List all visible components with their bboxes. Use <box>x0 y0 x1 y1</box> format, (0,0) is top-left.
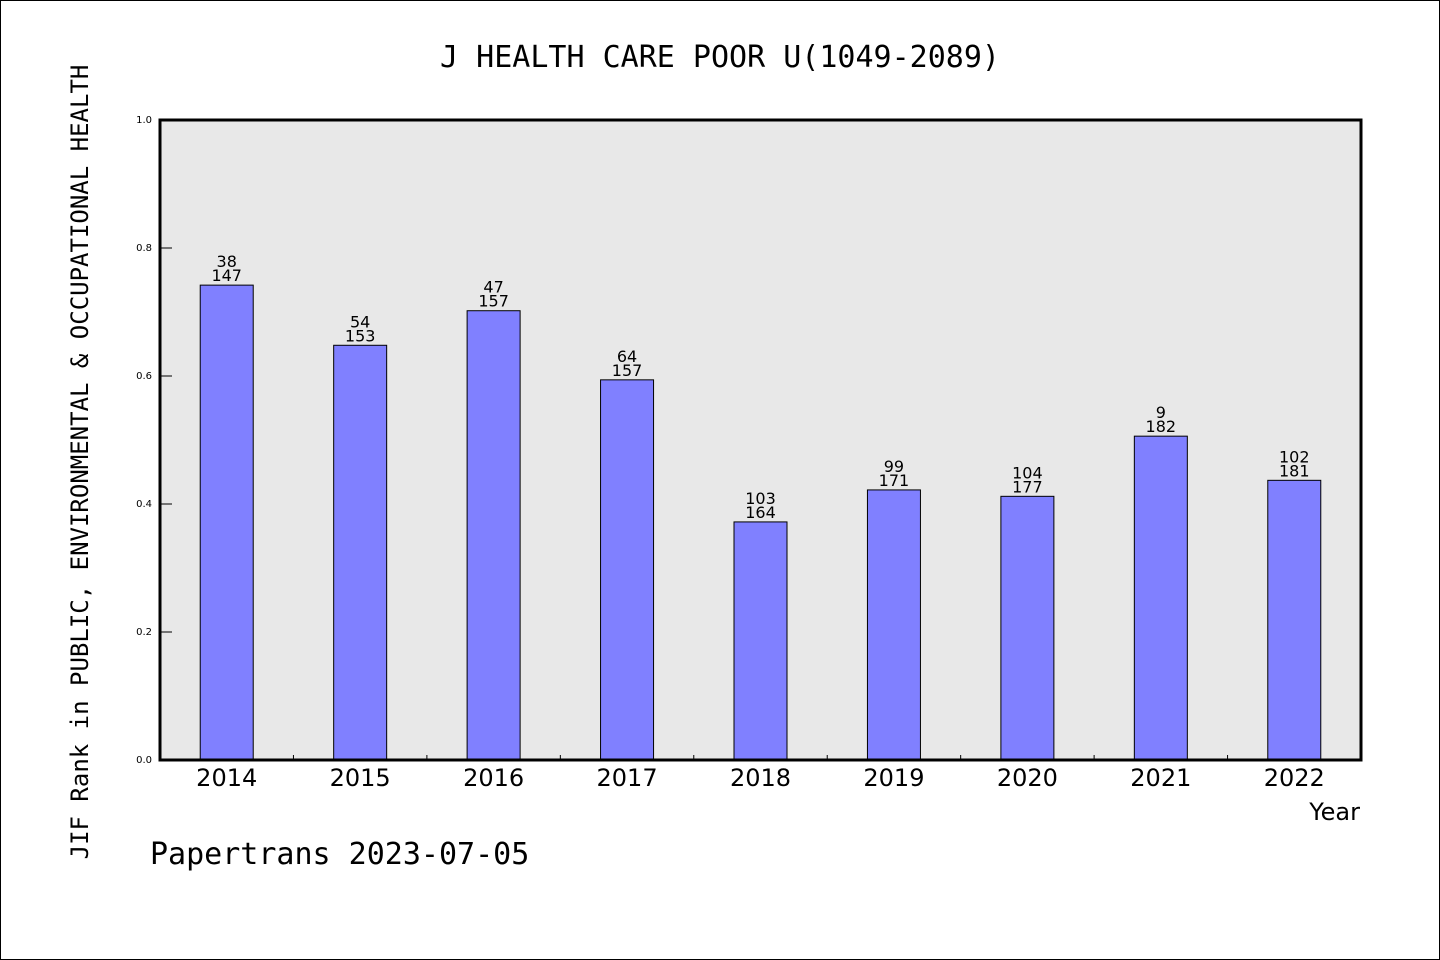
x-tick-label: 2014 <box>196 764 257 792</box>
bar-label-total: 171 <box>879 471 910 490</box>
x-tick-label: 2019 <box>863 764 924 792</box>
x-tick-label: 2021 <box>1130 764 1191 792</box>
bar-label-total: 177 <box>1012 477 1043 496</box>
x-tick-label: 2016 <box>463 764 524 792</box>
x-tick-label: 2015 <box>330 764 391 792</box>
bar-2015 <box>333 344 388 761</box>
y-tick-label: 0.0 <box>136 755 152 766</box>
bar-2016 <box>466 310 521 761</box>
chart-title: J HEALTH CARE POOR U(1049-2089) <box>440 40 1000 75</box>
plot-border <box>158 118 1363 762</box>
y-tick-label: 0.6 <box>136 371 152 382</box>
bar-label-rank: 104 <box>1012 463 1043 482</box>
bar-2018 <box>733 521 788 761</box>
bar-label-rank: 38 <box>217 252 237 271</box>
x-tick-label: 2020 <box>997 764 1058 792</box>
footer-credit: Papertrans 2023-07-05 <box>150 837 529 872</box>
bar-2017 <box>600 379 655 761</box>
bar-label-rank: 102 <box>1279 447 1310 466</box>
bar-label-total: 164 <box>745 503 776 522</box>
bar-label-rank: 9 <box>1156 403 1166 422</box>
bar-label-total: 157 <box>478 292 509 311</box>
y-tick-label: 0.8 <box>136 243 152 254</box>
bar-2021 <box>1133 435 1188 761</box>
x-tick-label: 2017 <box>597 764 658 792</box>
bar-2020 <box>1000 495 1055 761</box>
bar-label-total: 182 <box>1146 417 1177 436</box>
bar-2019 <box>866 489 921 761</box>
bar-label-total: 157 <box>612 361 643 380</box>
x-tick-label: 2022 <box>1264 764 1325 792</box>
bar-label-total: 181 <box>1279 461 1310 480</box>
bar-label-rank: 47 <box>483 278 503 297</box>
bar-label-rank: 99 <box>884 457 904 476</box>
bar-2014 <box>199 284 254 761</box>
x-tick-label: 2018 <box>730 764 791 792</box>
bar-label-total: 147 <box>211 266 242 285</box>
y-tick-label: 0.2 <box>136 627 152 638</box>
y-axis-label: JIF Rank in PUBLIC, ENVIRONMENTAL & OCCU… <box>66 65 94 860</box>
x-axis-label: Year <box>1308 798 1360 826</box>
y-tick-label: 0.4 <box>136 499 152 510</box>
bar-label-rank: 54 <box>350 312 370 331</box>
y-tick-label: 1.0 <box>136 115 152 126</box>
bar-2022 <box>1267 479 1322 761</box>
bar-label-rank: 64 <box>617 347 637 366</box>
bar-label-total: 153 <box>345 326 376 345</box>
bar-label-rank: 103 <box>745 489 776 508</box>
